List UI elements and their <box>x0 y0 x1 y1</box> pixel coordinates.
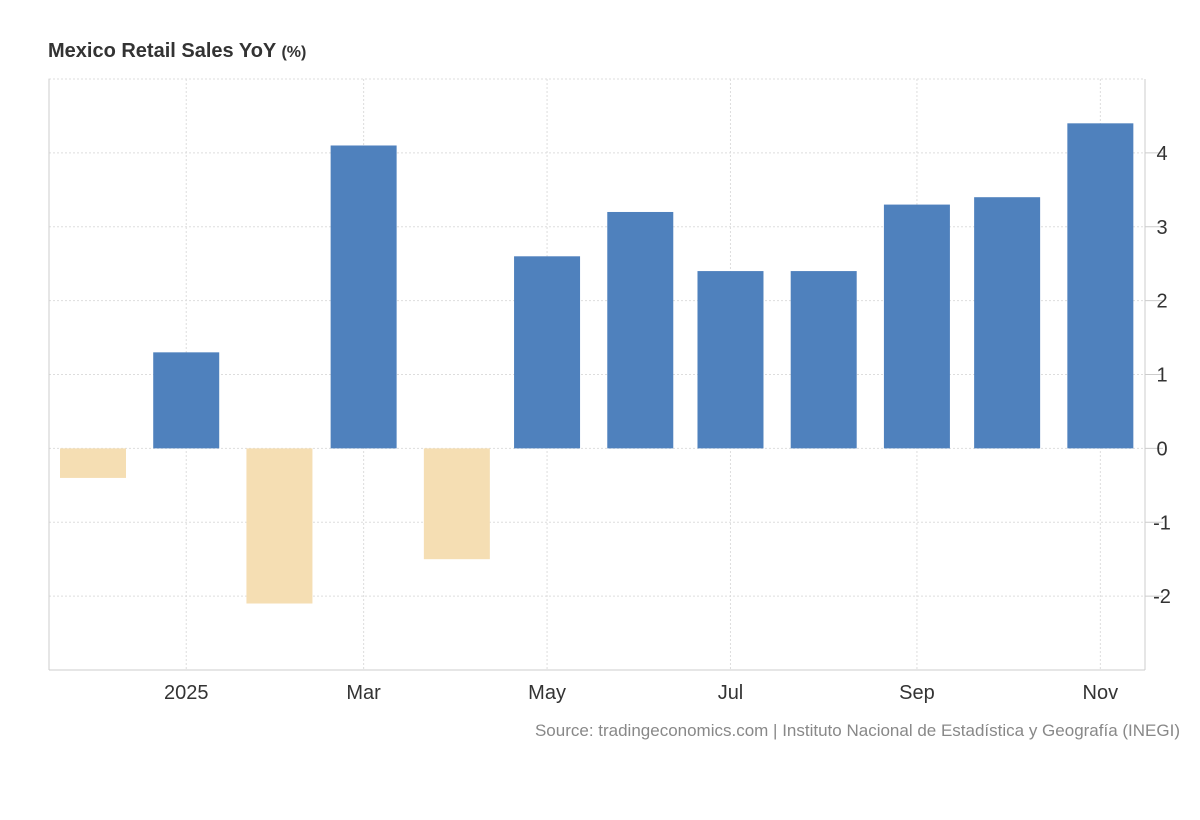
plot-border <box>48 78 1146 671</box>
bar-2025-09 <box>883 204 950 449</box>
title-unit: (%) <box>281 44 307 61</box>
title-text: Mexico Retail Sales YoY <box>48 40 276 62</box>
bar-2025-01 <box>153 352 220 449</box>
bar-2025-11 <box>1067 123 1134 449</box>
y-tick-label: 1 <box>1156 365 1167 387</box>
x-tick-label: 2025 <box>164 682 209 704</box>
y-tick-label: 2 <box>1156 291 1167 313</box>
bar-2025-03 <box>330 145 397 449</box>
chart-title: Mexico Retail Sales YoY (%) <box>48 40 306 63</box>
x-tick-label: Mar <box>346 682 381 704</box>
x-tick-label: Sep <box>899 682 935 704</box>
x-tick-label: May <box>528 682 566 704</box>
y-tick-label: -1 <box>1153 512 1171 534</box>
x-tick-label: Jul <box>718 682 744 704</box>
bar-2025-08 <box>790 271 857 449</box>
y-tick-label: 0 <box>1156 438 1167 460</box>
source-note: Source: tradingeconomics.com | Instituto… <box>534 721 1180 740</box>
bar-2025-04 <box>423 448 490 560</box>
y-tick-label: 3 <box>1156 217 1167 239</box>
bar-2025-05 <box>514 256 581 449</box>
bar-2025-02 <box>246 448 313 604</box>
bar-2024-12 <box>60 448 126 478</box>
y-tick-label: -2 <box>1153 586 1171 608</box>
x-tick-label: Nov <box>1083 682 1119 704</box>
bar-2025-10 <box>974 197 1041 449</box>
bar-2025-07 <box>697 271 764 449</box>
bar-2025-06 <box>607 211 674 449</box>
y-tick-label: 4 <box>1156 143 1167 165</box>
